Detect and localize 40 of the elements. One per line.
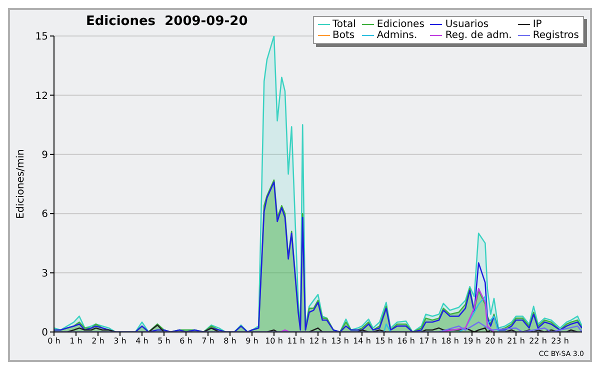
x-tick-label: 21 h xyxy=(507,336,525,346)
x-tick-label: 7 h xyxy=(202,336,214,346)
y-tick-label: 12 xyxy=(35,90,48,102)
y-tick-label: 0 xyxy=(42,328,48,339)
x-tick-label: 14 h xyxy=(353,336,371,346)
legend-label: Ediciones xyxy=(376,19,424,30)
x-tick-label: 8 h xyxy=(224,336,236,346)
x-tick-label: 11 h xyxy=(287,336,305,346)
x-tick-label: 13 h xyxy=(331,336,349,346)
x-tick-label: 9 h xyxy=(246,336,258,346)
x-tick-label: 10 h xyxy=(265,336,283,346)
x-tick-label: 18 h xyxy=(441,336,459,346)
x-tick-label: 5 h xyxy=(158,336,170,346)
legend-label: Reg. de adm. xyxy=(445,30,512,41)
x-tick-label: 22 h xyxy=(529,336,547,346)
legend-label: IP xyxy=(532,19,542,30)
legend-label: Bots xyxy=(332,30,355,41)
x-tick-label: 12 h xyxy=(309,336,327,346)
y-tick-label: 3 xyxy=(42,268,48,280)
x-tick-label: 20 h xyxy=(485,336,503,346)
x-tick-label: 17 h xyxy=(419,336,437,346)
x-tick-label: 19 h xyxy=(463,336,481,346)
chart-title: Ediciones 2009-09-20 xyxy=(86,14,248,29)
x-tick-label: 0 h xyxy=(48,336,60,346)
y-tick-label: 9 xyxy=(42,150,48,161)
legend-label: Total xyxy=(332,19,356,30)
x-tick-label: 1 h xyxy=(70,336,82,346)
x-tick-label: 16 h xyxy=(397,336,415,346)
x-tick-label: 15 h xyxy=(375,336,393,346)
x-tick-label: 3 h xyxy=(114,336,126,346)
x-tick-label: 2 h xyxy=(92,336,104,346)
legend-label: Admins. xyxy=(376,30,418,41)
x-tick-label: 6 h xyxy=(180,336,192,346)
legend-label: Registros xyxy=(532,30,579,41)
y-axis-title: Ediciones/min xyxy=(16,149,27,219)
y-tick-label: 6 xyxy=(42,209,48,220)
x-tick-label: 23 h xyxy=(551,336,569,346)
y-tick-label: 15 xyxy=(35,32,48,43)
x-tick-label: 4 h xyxy=(136,336,148,346)
legend-label: Usuarios xyxy=(445,19,489,30)
